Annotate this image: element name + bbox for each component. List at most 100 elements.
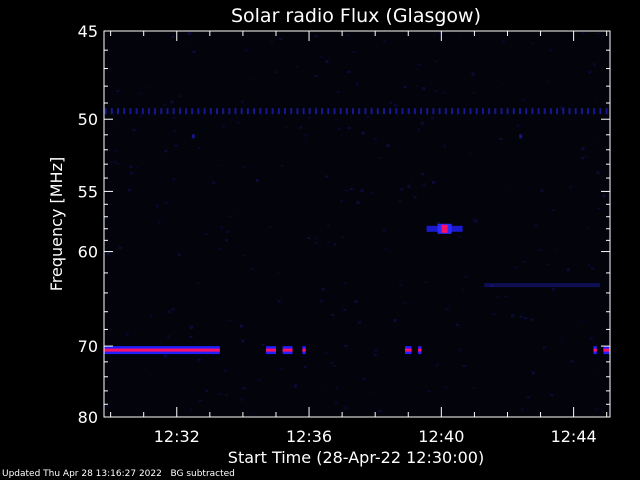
noise-speck: [333, 242, 337, 246]
band-segment: [395, 108, 398, 115]
band-segment: [444, 108, 447, 115]
noise-speck: [334, 119, 338, 121]
noise-speck: [521, 261, 525, 263]
noise-speck: [549, 49, 553, 52]
noise-speck: [437, 222, 440, 226]
band-segment: [500, 108, 503, 115]
noise-speck: [228, 320, 232, 321]
band-segment: [246, 108, 249, 115]
emission-band: [603, 346, 610, 355]
noise-speck: [358, 321, 361, 324]
noise-speck: [173, 129, 177, 132]
band-segment: [376, 108, 379, 115]
noise-speck: [374, 137, 377, 140]
noise-speck: [550, 162, 554, 164]
band-segment: [123, 108, 126, 115]
noise-speck: [417, 64, 421, 67]
noise-speck: [472, 219, 476, 221]
noise-speck: [347, 127, 351, 129]
noise-speck: [224, 369, 227, 372]
noise-speck: [275, 71, 278, 74]
noise-speck: [326, 241, 330, 243]
chart-title: Solar radio Flux (Glasgow): [231, 5, 481, 27]
noise-speck: [521, 99, 525, 102]
noise-speck: [132, 129, 136, 132]
noise-speck: [335, 386, 339, 389]
noise-speck: [473, 387, 477, 389]
band-core: [282, 348, 293, 352]
noise-speck: [113, 161, 117, 163]
noise-speck: [519, 315, 523, 318]
band-segment: [364, 108, 367, 115]
noise-speck: [178, 95, 182, 98]
noise-speck: [196, 282, 200, 284]
noise-speck: [496, 296, 500, 298]
band-segment: [147, 108, 150, 115]
noise-speck: [252, 413, 256, 415]
noise-speck: [295, 65, 299, 68]
noise-speck: [139, 115, 143, 117]
noise-speck: [261, 343, 265, 346]
noise-speck: [177, 253, 181, 256]
noise-speck: [382, 228, 386, 232]
noise-speck: [458, 236, 462, 238]
noise-speck: [251, 78, 255, 80]
band-segment: [129, 108, 132, 115]
noise-speck: [542, 346, 546, 349]
noise-speck: [190, 325, 193, 329]
band-segment: [556, 108, 559, 115]
noise-speck: [552, 288, 555, 291]
band-segment: [135, 108, 138, 115]
band-segment: [370, 108, 373, 115]
x-tick-label: 12:44: [551, 427, 597, 446]
band-segment: [308, 108, 311, 115]
noise-speck: [220, 226, 224, 230]
band-core: [405, 348, 412, 352]
noise-speck: [268, 226, 272, 228]
background-noise: [104, 31, 606, 415]
noise-speck: [360, 189, 364, 193]
emission-band: [282, 346, 293, 355]
noise-speck: [255, 178, 259, 182]
band-segment: [191, 108, 194, 115]
noise-speck: [240, 324, 243, 328]
noise-speck: [474, 219, 478, 223]
noise-speck: [130, 172, 133, 175]
noise-speck: [344, 189, 348, 191]
noise-speck: [343, 308, 347, 311]
noise-speck: [550, 394, 554, 397]
emission-features: [104, 108, 610, 355]
noise-speck: [242, 387, 246, 390]
noise-speck: [492, 313, 496, 316]
noise-speck: [218, 392, 222, 395]
noise-speck: [344, 406, 348, 410]
noise-speck: [373, 354, 377, 357]
noise-speck: [400, 188, 404, 191]
y-axis-label: Frequency [MHz]: [47, 157, 66, 291]
noise-speck: [205, 389, 209, 392]
band-segment: [333, 108, 336, 115]
noise-speck: [109, 161, 113, 164]
band-segment: [531, 108, 534, 115]
band-segment: [593, 108, 596, 115]
noise-speck: [244, 48, 248, 52]
emission-band: [104, 346, 220, 355]
noise-speck: [501, 83, 505, 85]
band-segment: [240, 108, 243, 115]
noise-speck: [399, 284, 402, 287]
noise-speck: [584, 155, 588, 158]
noise-speck: [198, 400, 202, 401]
band-segment: [216, 108, 218, 115]
noise-speck: [340, 199, 343, 202]
band-segment: [302, 108, 305, 115]
noise-speck: [125, 332, 129, 336]
noise-speck: [594, 99, 598, 101]
noise-speck: [443, 144, 446, 148]
noise-speck: [349, 188, 353, 190]
noise-speck: [468, 153, 472, 155]
noise-speck: [314, 35, 318, 38]
noise-speck: [362, 377, 366, 381]
noise-speck: [212, 181, 216, 184]
noise-speck: [530, 318, 534, 321]
band-segment: [463, 108, 466, 115]
